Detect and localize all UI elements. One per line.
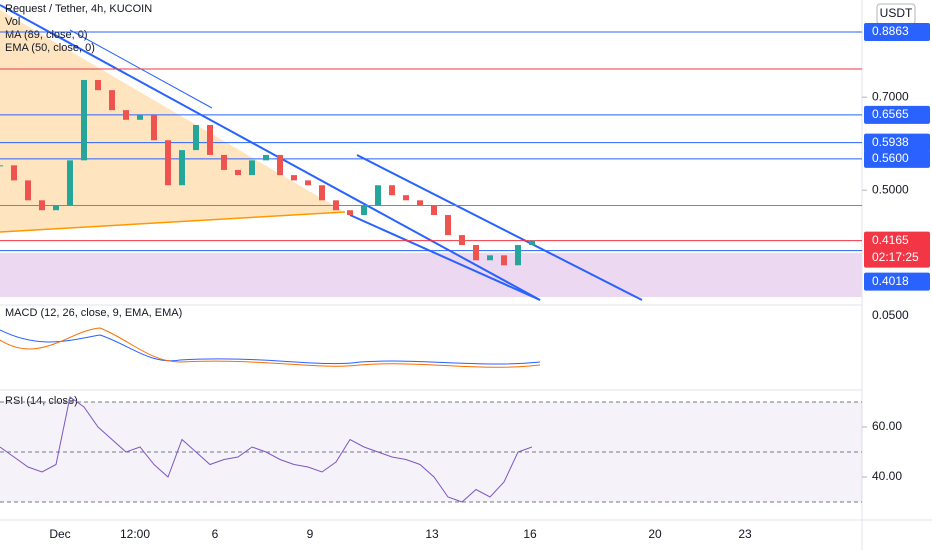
candle	[249, 160, 255, 176]
candle	[25, 180, 31, 201]
candle	[277, 154, 283, 176]
candle	[235, 169, 241, 176]
candle	[487, 255, 493, 261]
rsi-label: RSI (14, close)	[5, 395, 78, 407]
price-label: 0.5600	[872, 151, 909, 165]
triangle-edge	[0, 211, 346, 233]
candle	[333, 200, 339, 211]
candle	[445, 215, 451, 236]
candle	[81, 79, 87, 161]
candle	[305, 180, 311, 186]
x-tick-label: 23	[738, 527, 752, 541]
candle	[207, 124, 213, 155]
candle	[0, 165, 3, 167]
price-label-box	[864, 105, 930, 124]
triangle	[0, 10, 345, 232]
currency[interactable]: USDT	[880, 6, 913, 20]
y-tick-label: 0.5000	[872, 182, 909, 196]
symbol: Request / Tether, 4h, KUCOIN	[5, 3, 152, 15]
candle	[473, 245, 479, 261]
price-label-box	[864, 133, 930, 152]
candle	[11, 165, 17, 181]
candle	[459, 235, 465, 246]
price-label-box	[864, 149, 930, 168]
price-label-box	[864, 272, 930, 291]
candle	[123, 110, 129, 120]
candle	[165, 140, 171, 186]
candle	[193, 124, 199, 151]
candle	[263, 154, 269, 161]
candle	[151, 115, 157, 141]
candle	[319, 185, 325, 201]
ma: MA (89, close, 0)	[5, 29, 88, 41]
candle	[347, 210, 353, 216]
x-tick-label: 6	[212, 527, 219, 541]
price-label: 0.4018	[872, 274, 909, 288]
signal-line	[0, 327, 541, 368]
x-tick-label: 20	[648, 527, 662, 541]
candle	[95, 79, 101, 91]
y-tick-label: 0.7000	[872, 89, 909, 103]
candle	[39, 200, 45, 211]
channel-line	[356, 154, 643, 301]
countdown: 02:17:25	[872, 250, 919, 264]
candle	[515, 245, 521, 266]
candle	[137, 115, 143, 120]
candle	[529, 240, 535, 246]
macd-label: MACD (12, 26, close, 9, EMA, EMA)	[5, 307, 182, 319]
price-label: 0.6565	[872, 107, 909, 121]
candle	[67, 160, 73, 206]
x-tick-label: 16	[523, 527, 537, 541]
candle	[403, 195, 409, 201]
candle	[361, 205, 367, 216]
macd-line	[0, 329, 541, 365]
price-label: 0.5938	[872, 135, 909, 149]
candle	[501, 255, 507, 266]
zone	[0, 253, 862, 297]
x-tick-label: 12:00	[120, 527, 150, 541]
rsi-line	[0, 396, 533, 503]
candle	[221, 154, 227, 170]
candle	[179, 150, 185, 186]
rsi-tick-label: 60.00	[872, 419, 902, 433]
rsi-tick-label: 40.00	[872, 469, 902, 483]
candle	[53, 205, 59, 211]
candle	[417, 200, 423, 206]
price-label-box	[864, 231, 930, 268]
x-tick-label: 13	[425, 527, 439, 541]
price-label: 0.4165	[872, 233, 909, 247]
candle	[375, 185, 381, 206]
ema: EMA (50, close, 0)	[5, 42, 95, 54]
candle	[431, 205, 437, 216]
channel-line	[349, 214, 541, 301]
price-label-box	[864, 22, 930, 41]
candle	[389, 185, 395, 196]
volume-scale: 0.0500	[872, 308, 909, 322]
x-tick-label: 9	[307, 527, 314, 541]
candle	[109, 90, 115, 111]
price-label: 0.8863	[872, 24, 909, 38]
vol: Vol	[5, 16, 20, 28]
x-tick-label: Dec	[49, 527, 70, 541]
candle	[291, 175, 297, 181]
